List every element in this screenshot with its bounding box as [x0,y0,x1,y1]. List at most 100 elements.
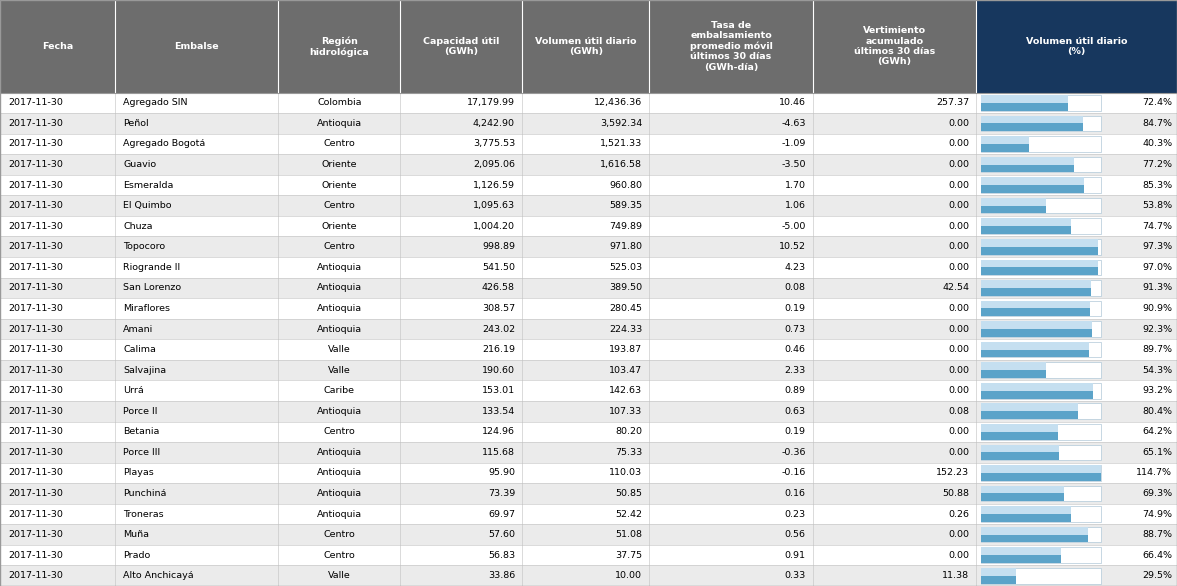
Text: 10.46: 10.46 [779,98,806,107]
Text: 0.00: 0.00 [949,180,969,190]
Bar [813,216,976,237]
Bar [813,421,976,442]
Bar [523,380,650,401]
Text: 0.00: 0.00 [949,386,969,395]
Bar [976,339,1177,360]
Text: 85.3%: 85.3% [1142,180,1172,190]
Text: Agregado SIN: Agregado SIN [124,98,187,107]
Bar [980,198,1045,206]
Text: 0.19: 0.19 [785,427,806,437]
Text: 2017-11-30: 2017-11-30 [8,222,64,231]
Bar [650,175,813,195]
Text: 50.88: 50.88 [942,489,969,498]
Bar [0,319,115,339]
Bar [976,278,1177,298]
Text: Oriente: Oriente [321,222,357,231]
Text: 3,775.53: 3,775.53 [473,139,516,148]
Text: 426.58: 426.58 [481,284,516,292]
Bar [115,545,278,565]
Text: 110.03: 110.03 [610,468,643,478]
Text: 1,616.58: 1,616.58 [600,160,643,169]
Bar [650,319,813,339]
Text: Antioquia: Antioquia [317,448,361,457]
Text: 29.5%: 29.5% [1143,571,1172,580]
Bar [980,534,1088,543]
Bar [650,545,813,565]
Bar [0,195,115,216]
Bar [980,115,1083,124]
Bar [650,134,813,154]
Bar [980,165,1073,172]
Text: 80.20: 80.20 [616,427,643,437]
Bar [115,237,278,257]
Text: Salvajina: Salvajina [124,366,166,374]
Text: Amani: Amani [124,325,153,333]
Bar [115,339,278,360]
Bar [400,421,523,442]
Bar [400,278,523,298]
Text: 1,126.59: 1,126.59 [473,180,516,190]
Text: 1,095.63: 1,095.63 [473,201,516,210]
Text: Valle: Valle [328,345,351,354]
Bar [980,239,1098,247]
Bar [976,401,1177,421]
Bar [980,280,1102,296]
Text: 153.01: 153.01 [481,386,516,395]
Text: 0.73: 0.73 [785,325,806,333]
Bar [115,463,278,483]
Bar [115,360,278,380]
Bar [650,442,813,463]
Bar [980,247,1098,254]
Bar [115,113,278,134]
Bar [115,298,278,319]
Text: 52.42: 52.42 [616,510,643,519]
Text: 0.00: 0.00 [949,345,969,354]
Bar [400,401,523,421]
Bar [976,0,1177,93]
Bar [813,0,976,93]
Bar [523,195,650,216]
Text: 133.54: 133.54 [481,407,516,415]
Bar [980,575,1017,584]
Text: 115.68: 115.68 [481,448,516,457]
Bar [980,308,1090,316]
Bar [278,154,400,175]
Text: 243.02: 243.02 [481,325,516,333]
Bar [980,156,1073,165]
Bar [980,362,1046,370]
Text: 0.00: 0.00 [949,325,969,333]
Bar [650,401,813,421]
Text: 97.3%: 97.3% [1142,242,1172,251]
Text: 2017-11-30: 2017-11-30 [8,201,64,210]
Bar [813,380,976,401]
Text: 0.23: 0.23 [785,510,806,519]
Bar [400,545,523,565]
Text: 56.83: 56.83 [487,551,516,560]
Bar [650,0,813,93]
Bar [0,113,115,134]
Bar [650,339,813,360]
Text: Valle: Valle [328,366,351,374]
Text: 216.19: 216.19 [481,345,516,354]
Bar [980,445,1102,460]
Text: 0.00: 0.00 [949,263,969,272]
Bar [980,342,1102,357]
Bar [523,154,650,175]
Bar [650,216,813,237]
Text: Calima: Calima [124,345,157,354]
Bar [0,134,115,154]
Bar [980,527,1102,543]
Text: 69.3%: 69.3% [1142,489,1172,498]
Bar [523,298,650,319]
Text: 224.33: 224.33 [610,325,643,333]
Text: El Quimbo: El Quimbo [124,201,172,210]
Text: Colombia: Colombia [317,98,361,107]
Bar [980,514,1071,522]
Bar [980,432,1058,440]
Text: 2017-11-30: 2017-11-30 [8,304,64,313]
Bar [523,483,650,504]
Bar [976,134,1177,154]
Text: 84.7%: 84.7% [1143,119,1172,128]
Bar [400,0,523,93]
Bar [115,0,278,93]
